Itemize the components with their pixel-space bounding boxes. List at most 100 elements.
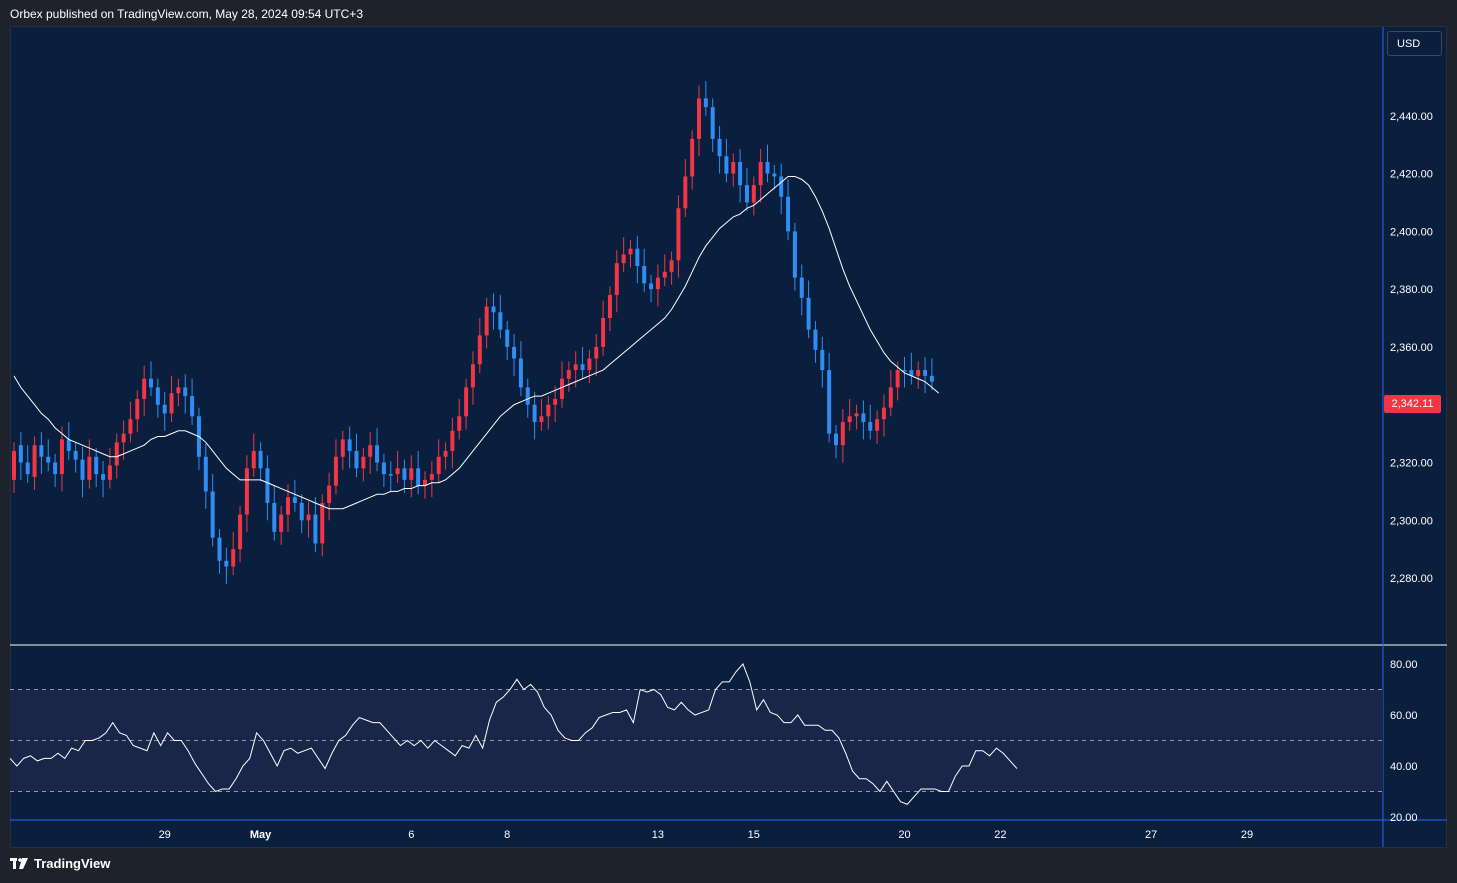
time-tick-label: 8 [504, 829, 510, 841]
candle-down [333, 456, 338, 486]
brand-label: TradingView [34, 856, 111, 871]
candle-down [251, 450, 256, 469]
candle-down [840, 422, 845, 446]
candle-up [710, 107, 715, 139]
candle-up [155, 387, 160, 405]
candle-up [313, 514, 318, 544]
candle-down [429, 474, 434, 480]
candle-down [628, 248, 633, 255]
candle-up [799, 277, 804, 298]
moving-average-line [13, 175, 940, 510]
rsi-tick-label: 60.00 [1390, 710, 1418, 722]
rsi-line [9, 663, 1018, 805]
candle-up [416, 468, 421, 486]
price-tick-label: 2,420.00 [1390, 169, 1433, 181]
candle-down [594, 346, 599, 359]
candle-up [347, 439, 352, 451]
candle-down [12, 450, 16, 480]
rsi-tick-label: 80.00 [1390, 659, 1418, 671]
candle-down [875, 419, 880, 431]
candle-up [806, 297, 811, 330]
time-tick-label: 15 [748, 829, 760, 841]
candle-down [231, 549, 236, 567]
candle-down [669, 260, 674, 272]
candle-up [258, 450, 263, 469]
candle-up [505, 329, 510, 347]
candle-down [690, 138, 695, 177]
candle-down [450, 430, 455, 451]
candle-down [895, 370, 900, 388]
candle-down [306, 514, 311, 521]
candle-down [560, 378, 564, 399]
candle-up [744, 185, 749, 203]
candle-up [217, 537, 222, 561]
candle-up [39, 445, 44, 457]
candle-up [299, 502, 304, 521]
rsi-tick-label: 40.00 [1390, 761, 1418, 773]
candle-up [525, 387, 530, 405]
candle-up [354, 450, 359, 469]
candle-up [101, 474, 106, 480]
candle-down [601, 318, 606, 347]
candle-down [847, 416, 852, 423]
candle-down [436, 456, 441, 475]
candle-up [868, 422, 873, 431]
candle-up [381, 462, 386, 475]
price-tick-label: 2,380.00 [1390, 284, 1433, 296]
candle-up [203, 456, 208, 492]
candle-up [46, 456, 51, 463]
candle-up [491, 306, 496, 313]
candle-up [834, 433, 838, 446]
candle-down [423, 479, 427, 486]
candle-down [286, 497, 290, 515]
candle-up [786, 196, 791, 232]
candle-up [580, 364, 585, 371]
candle-down [142, 378, 147, 399]
candle-down [409, 468, 414, 480]
candle-down [238, 514, 243, 550]
candle-up [149, 378, 153, 388]
candle-down [361, 456, 366, 469]
candle-down [470, 364, 475, 388]
candle-up [717, 138, 722, 157]
candle-up [649, 283, 654, 290]
candle-up [772, 173, 777, 177]
candle-down [477, 335, 482, 365]
candle-down [176, 387, 181, 394]
candle-up [73, 450, 78, 460]
candle-up [80, 459, 85, 480]
candle-up [265, 468, 270, 503]
candle-up [724, 156, 729, 174]
candle-down [758, 162, 763, 186]
candle-up [183, 387, 188, 397]
candle-down [683, 176, 688, 209]
candle-up [94, 456, 99, 475]
candle-down [244, 468, 249, 515]
candle-up [532, 404, 537, 423]
candle-down [484, 306, 489, 336]
price-tick-label: 2,440.00 [1390, 111, 1433, 123]
candle-down [614, 263, 619, 295]
candle-down [676, 208, 681, 261]
candle-down [128, 419, 133, 434]
candle-up [642, 266, 647, 284]
candle-up [18, 445, 23, 463]
candle-down [751, 185, 756, 203]
candle-down [327, 485, 332, 503]
candle-down [587, 358, 592, 371]
tradingview-footer[interactable]: TradingView [10, 856, 110, 871]
time-tick-label: 29 [159, 829, 171, 841]
candle-up [820, 349, 825, 371]
candle-down [916, 370, 921, 376]
candle-down [169, 393, 174, 414]
currency-button[interactable]: USD [1387, 31, 1442, 56]
price-tick-label: 2,300.00 [1390, 515, 1433, 527]
candle-down [87, 456, 92, 480]
candle-down [731, 162, 736, 174]
candle-down [662, 271, 667, 278]
candle-up [779, 176, 784, 197]
candle-down [464, 387, 469, 417]
candle-down [107, 465, 112, 480]
attribution-header: Orbex published on TradingView.com, May … [10, 7, 363, 21]
